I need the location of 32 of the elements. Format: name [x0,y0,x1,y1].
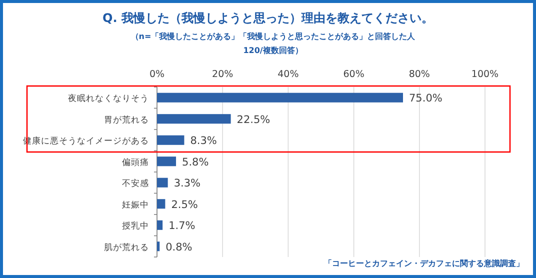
bar [157,114,231,124]
x-tick-label: 100% [471,69,499,80]
bar [157,199,166,209]
data-label: 8.3% [190,135,217,148]
y-tick-label: 不安感 [122,178,149,190]
y-tick-label: 夜眠れなくなりそう [68,93,149,104]
x-tick-label: 40% [278,69,299,80]
y-tick-label: 偏頭痛 [122,156,149,168]
x-tick-label: 20% [212,69,234,80]
data-label: 1.7% [168,220,196,232]
y-tick-label: 肌が荒れる [104,242,149,253]
data-label: 0.8% [166,241,192,254]
data-label: 22.5% [236,114,270,126]
data-label: 3.3% [174,178,201,190]
x-tick-label: 0% [149,69,165,80]
chart-title: Q. 我慢した（我慢しようと思った）理由を教えてください。 [102,10,434,27]
text: 「コーヒーとカフェイン・デカフェに関する意識調査」 [324,258,524,269]
bar [157,242,160,252]
y-tick-label: 授乳中 [122,220,149,232]
bar [157,156,176,166]
y-tick-label: 妊娠中 [122,199,149,210]
data-label: 2.5% [171,198,198,211]
x-tick-label: 80% [408,69,430,80]
x-tick-label: 60% [343,69,364,80]
bar [157,135,184,145]
data-label: 75.0% [409,92,442,105]
bar [157,220,163,230]
bar [157,92,403,102]
data-label: 5.8% [182,156,209,168]
chart-subtitle: （n=「我慢したことがある」「我慢しようと思ったことがある」と回答した人120/複数回答） [130,31,416,57]
y-tick-label: 胃が荒れる [104,114,149,126]
bar [157,178,168,188]
